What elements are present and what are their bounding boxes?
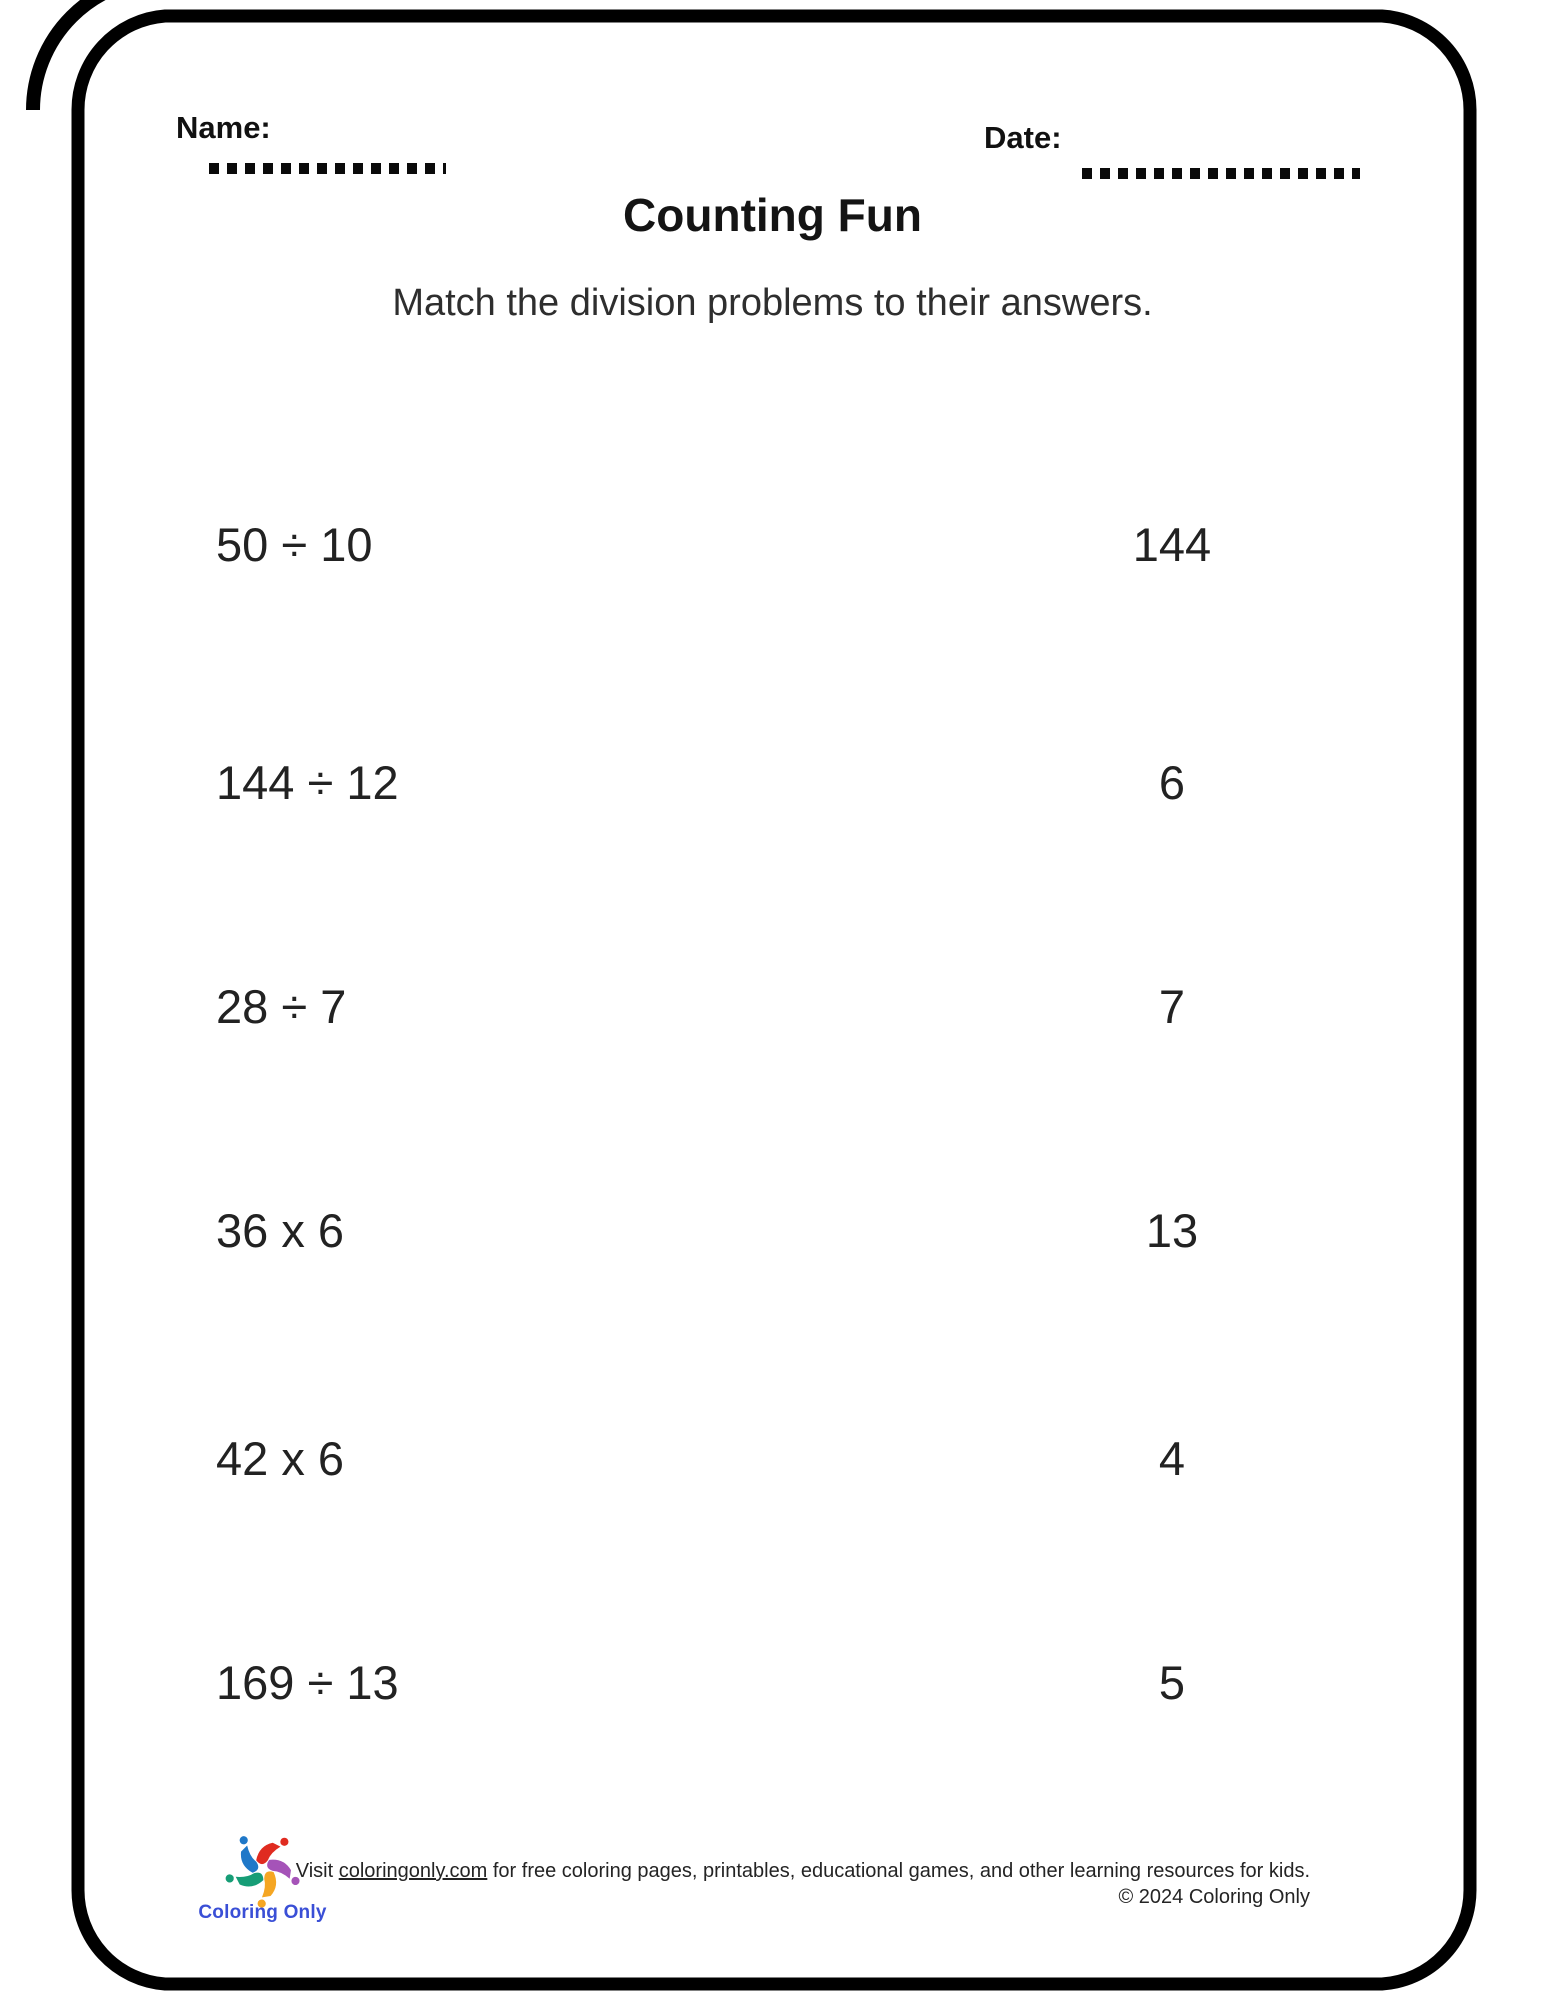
answer-option: 6 — [1158, 756, 1186, 809]
name-label: Name: — [176, 110, 271, 145]
answer-option: 7 — [1158, 980, 1186, 1033]
problem-expression: 50 ÷ 10 — [216, 518, 373, 571]
problem-expression: 42 x 6 — [216, 1432, 345, 1485]
brand-name: Coloring Only — [198, 1902, 327, 1923]
problem-expression: 28 ÷ 7 — [216, 980, 347, 1033]
problem-expression: 144 ÷ 12 — [216, 756, 399, 809]
matching-row: 144 ÷ 12 6 — [0, 747, 1545, 819]
coloring-only-logo: Coloring Only — [185, 1834, 340, 1924]
footer-note: Visit coloringonly.com for free coloring… — [260, 1859, 1310, 1909]
name-blank-line — [209, 163, 446, 174]
matching-row: 42 x 6 4 — [0, 1423, 1545, 1495]
answer-option: 144 — [1132, 518, 1212, 571]
problem-expression: 36 x 6 — [216, 1204, 345, 1257]
matching-row: 36 x 6 13 — [0, 1195, 1545, 1267]
matching-row: 50 ÷ 10 144 — [0, 509, 1545, 581]
problem-expression: 169 ÷ 13 — [216, 1656, 399, 1709]
footer-visit-prefix: Visit — [295, 1860, 339, 1882]
matching-row: 28 ÷ 7 7 — [0, 971, 1545, 1043]
date-blank-line — [1082, 168, 1360, 179]
footer-visit-suffix: for free coloring pages, printables, edu… — [487, 1860, 1310, 1882]
answer-option: 4 — [1158, 1432, 1186, 1485]
date-label: Date: — [984, 120, 1062, 155]
coloringonly-link[interactable]: coloringonly.com — [338, 1860, 488, 1882]
page-title: Counting Fun — [623, 189, 922, 241]
answer-option: 13 — [1145, 1204, 1199, 1257]
matching-row: 169 ÷ 13 5 — [0, 1647, 1545, 1719]
corner-flourish-arc — [26, 0, 106, 111]
star-figures-icon — [225, 1836, 300, 1908]
instructions: Match the division problems to their ans… — [392, 282, 1153, 324]
frame-border — [71, 9, 1477, 1991]
answer-option: 5 — [1158, 1656, 1186, 1709]
copyright-notice: © 2024 Coloring Only — [1118, 1886, 1310, 1908]
